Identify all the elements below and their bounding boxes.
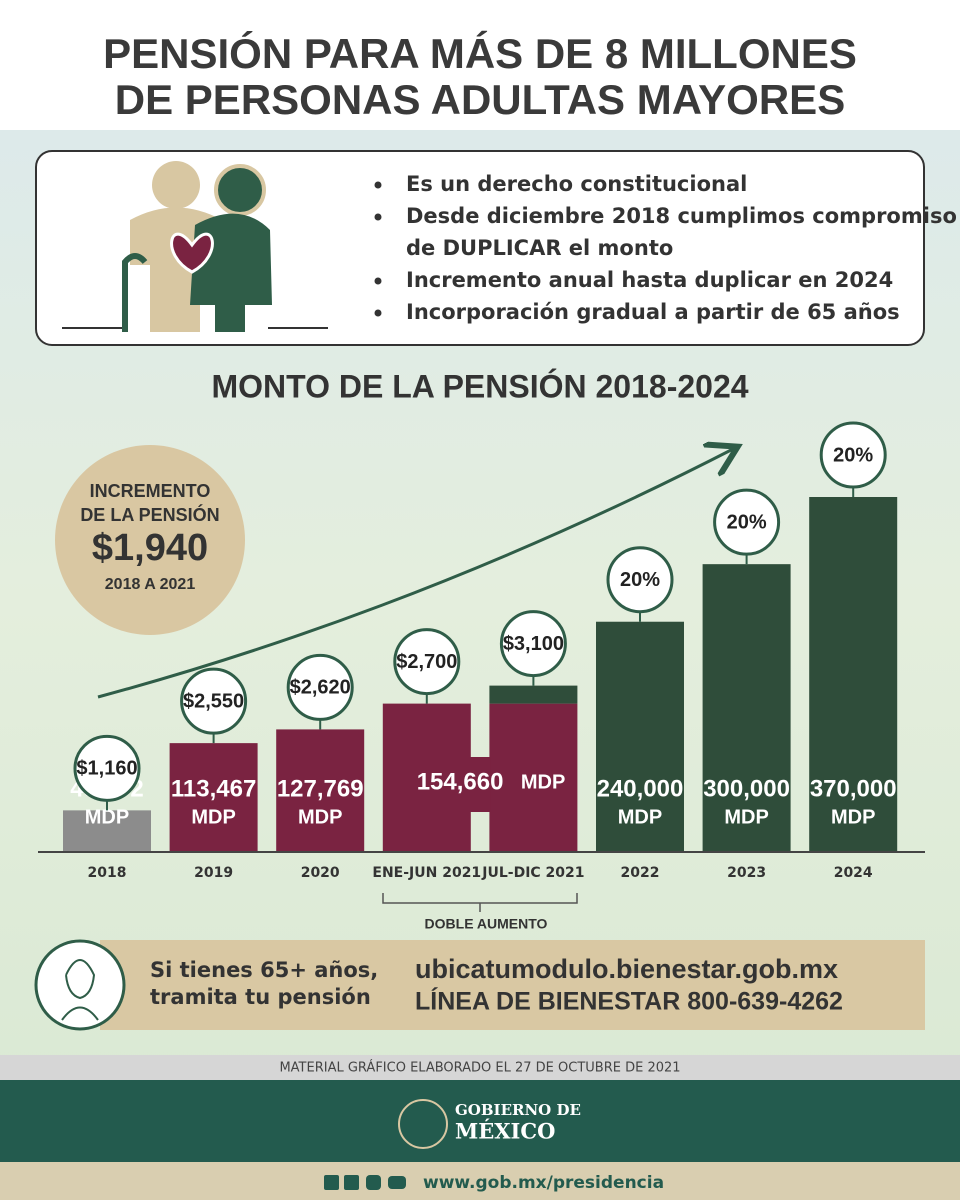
- seal: [398, 1099, 448, 1149]
- value-unit: MDP: [521, 771, 565, 793]
- bar-cap: [489, 685, 578, 704]
- bar: [702, 564, 791, 852]
- bubble: [499, 610, 567, 678]
- chart-title: MONTO DE LA PENSIÓN 2018-2024: [211, 368, 748, 404]
- value-label: 154,660: [417, 768, 504, 795]
- bullet-text: de DUPLICAR el monto: [406, 236, 673, 260]
- header-band: [0, 0, 960, 130]
- bullet-text: Es un derecho constitucional: [406, 172, 747, 196]
- group-label: DOBLE AUMENTO: [425, 916, 548, 932]
- value-label: 370,000: [810, 775, 897, 802]
- contact-phone: LÍNEA DE BIENESTAR 800-639-4262: [415, 987, 843, 1016]
- badge-text: INCREMENTO: [90, 481, 211, 501]
- bubble-label: 20%: [727, 511, 767, 533]
- value-label: 113,467: [171, 775, 256, 802]
- bubble: [819, 421, 887, 489]
- bracket: [382, 893, 578, 912]
- contact-prompt: tramita tu pensión: [150, 985, 371, 1009]
- contact-band: [100, 940, 925, 1030]
- bubble: [286, 653, 354, 721]
- bubble-label: 20%: [833, 444, 873, 466]
- bullet-dot: [374, 181, 382, 189]
- bubble-label: $1,160: [76, 758, 137, 780]
- x-tick-label: 2019: [194, 865, 233, 881]
- value-label: 300,000: [703, 775, 790, 802]
- bullet-dot: [374, 277, 382, 285]
- value-unit: MDP: [724, 806, 768, 828]
- bar-bridge: [469, 757, 491, 812]
- bar: [276, 729, 365, 852]
- badge-amount: $1,940: [92, 527, 208, 569]
- x-tick-label: 2018: [88, 865, 127, 881]
- value-unit: MDP: [618, 806, 662, 828]
- note: MATERIAL GRÁFICO ELABORADO EL 27 DE OCTU…: [279, 1060, 680, 1076]
- badge-text: DE LA PENSIÓN: [80, 504, 219, 525]
- value-label: 240,000: [597, 775, 684, 802]
- note-band: [0, 1055, 960, 1080]
- bar: [169, 743, 258, 852]
- gov-label: MÉXICO: [455, 1119, 555, 1144]
- x-tick-label: ENE-JUN 2021: [372, 865, 481, 881]
- bullet-text: Incremento anual hasta duplicar en 2024: [406, 268, 893, 292]
- bar: [809, 497, 898, 852]
- value-unit: MDP: [191, 806, 235, 828]
- bullet-text: Desde diciembre 2018 cumplimos compromis…: [406, 204, 957, 228]
- x-tick-label: 2023: [727, 865, 766, 881]
- bar: [489, 703, 578, 852]
- bubble: [393, 628, 461, 696]
- footer-strip: [0, 1162, 960, 1200]
- social-icons: [324, 1175, 406, 1190]
- contact-icon: [34, 939, 126, 1031]
- badge-text: 2018 A 2021: [105, 576, 196, 593]
- elderly-icon: [62, 161, 328, 332]
- bar: [596, 621, 684, 852]
- value-unit: MDP: [85, 806, 129, 828]
- bar: [382, 703, 471, 852]
- bubble-label: $2,620: [290, 677, 351, 699]
- trend-arrow: [97, 448, 735, 699]
- value-label: 127,769: [277, 775, 364, 802]
- value-unit: MDP: [298, 806, 342, 828]
- bar: [63, 810, 151, 852]
- bubble: [606, 546, 674, 614]
- contact-site: ubicatumodulo.bienestar.gob.mx: [415, 954, 838, 984]
- contact-icon-figure: [61, 959, 99, 1021]
- footer-url[interactable]: www.gob.mx/presidencia: [423, 1173, 664, 1193]
- bubble-label: $3,100: [503, 633, 564, 655]
- x-tick-label: 2024: [834, 865, 873, 881]
- bullet-dot: [374, 213, 382, 221]
- x-tick-label: 2022: [621, 865, 660, 881]
- title: PENSIÓN PARA MÁS DE 8 MILLONES: [103, 29, 857, 77]
- bubble-label: 20%: [620, 569, 660, 591]
- contact-prompt: Si tienes 65+ años,: [150, 958, 378, 982]
- bubble: [73, 734, 141, 802]
- bubble-label: $2,550: [183, 690, 244, 712]
- value-unit: MDP: [831, 806, 875, 828]
- bullet-dot: [374, 309, 382, 317]
- badge: [55, 445, 245, 635]
- bullet-text: Incorporación gradual a partir de 65 año…: [406, 300, 900, 324]
- bubble: [713, 488, 781, 556]
- title: DE PERSONAS ADULTAS MAYORES: [115, 76, 845, 123]
- x-tick-label: 2020: [301, 865, 340, 881]
- gov-label: GOBIERNO DE: [455, 1101, 581, 1119]
- bubble: [180, 667, 248, 735]
- bubble-label: $2,700: [396, 651, 457, 673]
- x-tick-label: JUL-DIC 2021: [481, 865, 584, 881]
